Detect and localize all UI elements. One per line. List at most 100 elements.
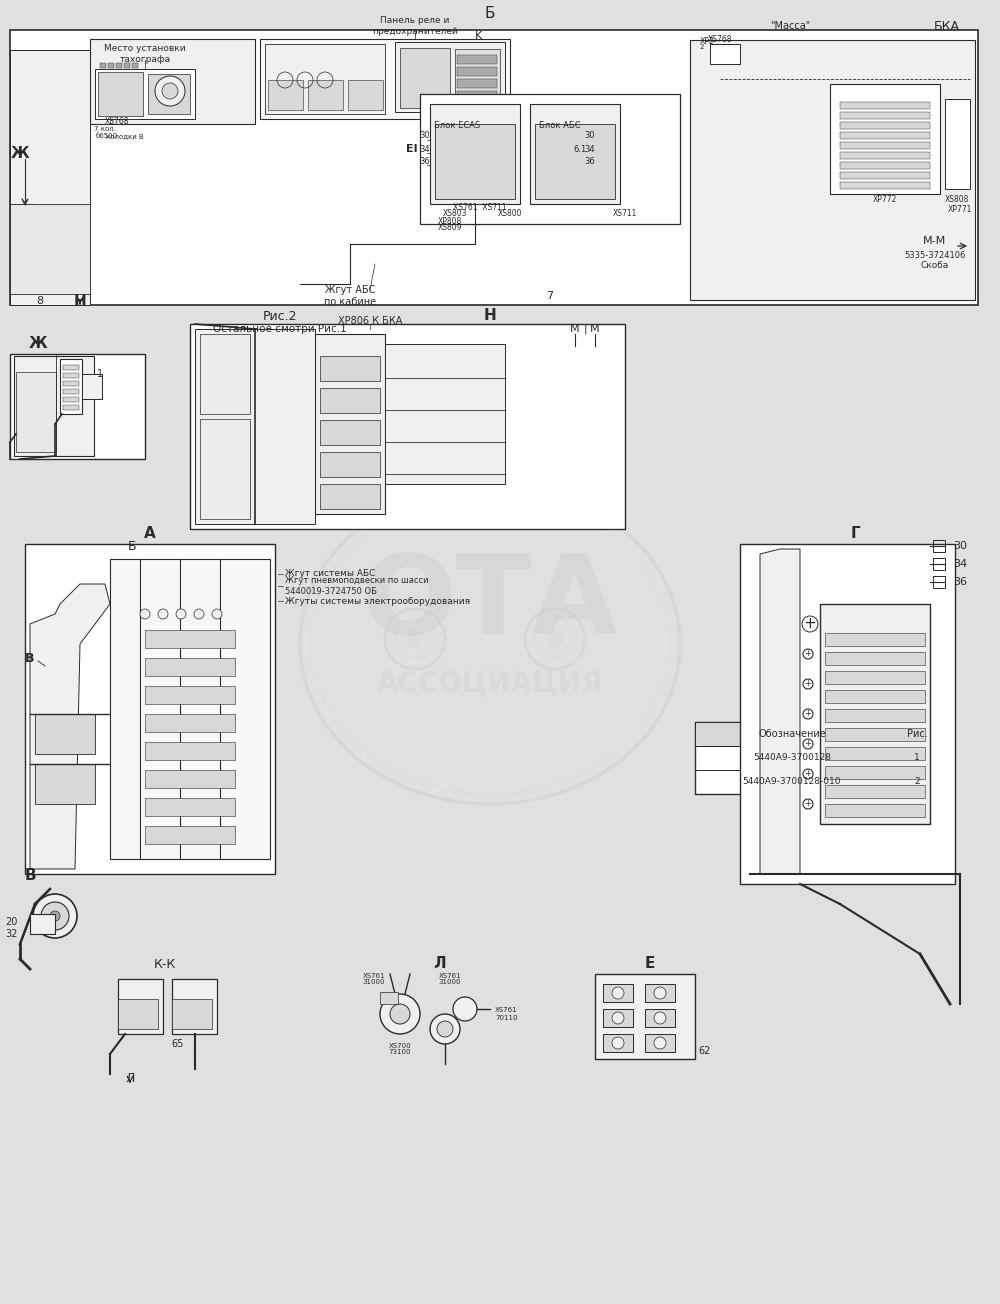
- Bar: [825, 765, 925, 778]
- Bar: [315, 334, 385, 514]
- Text: XS768: XS768: [708, 34, 732, 43]
- Text: БКА: БКА: [934, 20, 960, 33]
- Text: Н: Н: [74, 295, 86, 309]
- Bar: [260, 39, 510, 119]
- Bar: [190, 323, 625, 529]
- Bar: [145, 742, 235, 760]
- Text: 65: 65: [172, 1039, 184, 1048]
- Circle shape: [158, 609, 168, 619]
- Text: Блок ECAS: Блок ECAS: [434, 121, 480, 130]
- Circle shape: [212, 609, 222, 619]
- Circle shape: [33, 895, 77, 938]
- Text: Рис.: Рис.: [907, 729, 927, 739]
- Text: Жгут пневмоподвески по шасси
5440019-3724750 ОБ: Жгут пневмоподвески по шасси 5440019-372…: [285, 576, 428, 596]
- Text: 5440A9-3700128: 5440A9-3700128: [753, 754, 831, 763]
- Text: XP772: XP772: [873, 194, 897, 203]
- Bar: [825, 805, 925, 818]
- Bar: [148, 74, 190, 113]
- Text: Жгуты системы электрооборудования: Жгуты системы электрооборудования: [285, 596, 470, 605]
- Text: Место установки
тахографа: Место установки тахографа: [104, 44, 186, 64]
- Text: XS761
31000: XS761 31000: [362, 973, 385, 986]
- Text: EI: EI: [406, 143, 418, 154]
- Bar: [100, 63, 106, 68]
- Text: XP808: XP808: [438, 216, 462, 226]
- Bar: [455, 50, 500, 104]
- Bar: [95, 69, 195, 119]
- Bar: [195, 329, 315, 524]
- Text: XS768: XS768: [105, 116, 130, 125]
- Bar: [118, 999, 158, 1029]
- Bar: [320, 356, 380, 381]
- Text: Ж: Ж: [29, 336, 47, 352]
- Bar: [840, 162, 930, 170]
- Bar: [825, 709, 925, 722]
- Text: Панель реле и
предохранителей: Панель реле и предохранителей: [372, 16, 458, 35]
- Text: 36: 36: [585, 156, 595, 166]
- Text: 1: 1: [914, 754, 920, 763]
- Bar: [535, 124, 615, 200]
- Text: ОТА: ОТА: [362, 550, 618, 657]
- Bar: [740, 544, 955, 884]
- Bar: [308, 80, 343, 110]
- Text: 32: 32: [6, 928, 18, 939]
- Bar: [25, 544, 275, 874]
- Bar: [385, 344, 505, 484]
- Bar: [933, 558, 945, 570]
- Bar: [348, 80, 383, 110]
- Circle shape: [612, 987, 624, 999]
- Bar: [145, 659, 235, 675]
- Bar: [840, 153, 930, 159]
- Bar: [840, 102, 930, 110]
- Bar: [457, 67, 497, 76]
- Bar: [90, 39, 255, 124]
- Bar: [118, 979, 163, 1034]
- Bar: [603, 985, 633, 1001]
- Bar: [145, 630, 235, 648]
- Circle shape: [50, 911, 60, 921]
- Circle shape: [390, 1004, 410, 1024]
- Bar: [82, 374, 102, 399]
- Bar: [457, 91, 497, 100]
- Text: 34: 34: [420, 145, 430, 154]
- Bar: [435, 124, 515, 200]
- Polygon shape: [760, 549, 800, 874]
- Bar: [645, 1009, 675, 1028]
- Text: 8: 8: [36, 296, 44, 306]
- Text: Ж: Ж: [11, 146, 29, 162]
- Bar: [320, 420, 380, 445]
- Bar: [172, 999, 212, 1029]
- Circle shape: [453, 998, 477, 1021]
- Bar: [645, 1034, 675, 1052]
- Bar: [60, 359, 82, 413]
- Bar: [268, 80, 303, 110]
- Bar: [63, 373, 79, 378]
- Text: Скоба: Скоба: [921, 262, 949, 270]
- Bar: [10, 203, 90, 293]
- Bar: [320, 484, 380, 509]
- Bar: [63, 365, 79, 370]
- Bar: [265, 44, 385, 113]
- Text: |: |: [583, 323, 587, 334]
- Bar: [145, 769, 235, 788]
- Bar: [825, 632, 925, 645]
- Text: K: K: [474, 31, 482, 40]
- Bar: [116, 63, 122, 68]
- Text: 2: 2: [700, 44, 704, 50]
- Bar: [35, 715, 95, 754]
- Text: 34: 34: [585, 145, 595, 154]
- Text: 5335-3724106: 5335-3724106: [904, 252, 966, 261]
- Text: Жгут АБС
по кабине: Жгут АБС по кабине: [324, 286, 376, 306]
- Bar: [380, 992, 398, 1004]
- Text: 5440A9-3700128-010: 5440A9-3700128-010: [743, 777, 841, 786]
- Bar: [820, 604, 930, 824]
- Text: 36: 36: [953, 576, 967, 587]
- Circle shape: [547, 631, 563, 647]
- Text: В: В: [25, 652, 35, 665]
- Bar: [825, 690, 925, 703]
- Text: 6.1: 6.1: [573, 145, 587, 154]
- Bar: [16, 372, 56, 452]
- Bar: [200, 419, 250, 519]
- Text: 34: 34: [953, 559, 967, 569]
- Text: +: +: [805, 799, 811, 808]
- Bar: [825, 747, 925, 760]
